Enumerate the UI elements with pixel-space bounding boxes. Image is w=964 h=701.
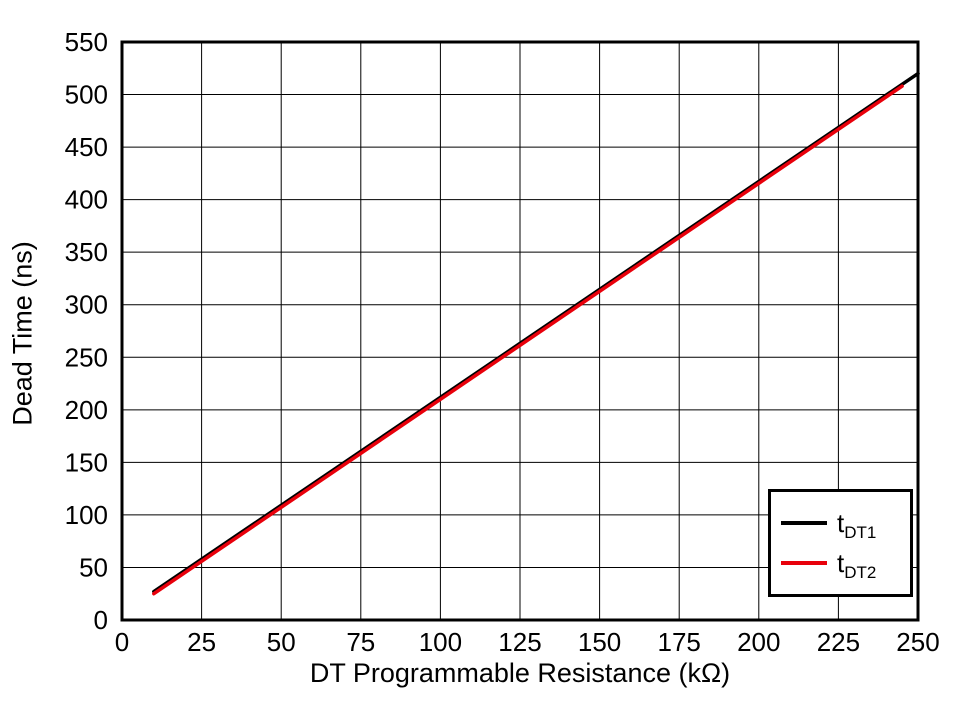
x-tick-label: 75 (346, 627, 375, 657)
x-tick-label: 100 (419, 627, 462, 657)
y-tick-label: 550 (65, 27, 108, 57)
y-tick-label: 50 (79, 552, 108, 582)
y-tick-label: 300 (65, 290, 108, 320)
legend: tDT1 tDT2 (768, 489, 913, 597)
y-axis-title: Dead Time (ns) (7, 241, 38, 426)
legend-item-tdt2: tDT2 (781, 548, 910, 583)
legend-label-tdt2: tDT2 (837, 548, 877, 583)
x-tick-label: 0 (115, 627, 129, 657)
y-tick-label: 450 (65, 132, 108, 162)
y-tick-label: 350 (65, 237, 108, 267)
y-tick-label: 500 (65, 80, 108, 110)
legend-label-tdt1: tDT1 (837, 508, 877, 543)
y-tick-label: 200 (65, 395, 108, 425)
y-tick-label: 150 (65, 447, 108, 477)
y-tick-label: 0 (94, 605, 108, 635)
x-tick-label: 125 (498, 627, 541, 657)
x-tick-label: 175 (658, 627, 701, 657)
legend-swatch-tdt2 (781, 561, 827, 565)
y-tick-label: 250 (65, 342, 108, 372)
x-tick-label: 150 (578, 627, 621, 657)
x-axis-title: DT Programmable Resistance (kΩ) (309, 658, 731, 688)
x-tick-label: 250 (896, 627, 939, 657)
y-tick-label: 400 (65, 185, 108, 215)
legend-swatch-tdt1 (781, 521, 827, 525)
series-line-tdt2 (152, 84, 904, 596)
y-tick-label: 100 (65, 500, 108, 530)
x-tick-label: 25 (187, 627, 216, 657)
legend-item-tdt1: tDT1 (781, 508, 910, 543)
x-tick-label: 200 (737, 627, 780, 657)
x-tick-label: 225 (817, 627, 860, 657)
x-tick-label: 50 (267, 627, 296, 657)
